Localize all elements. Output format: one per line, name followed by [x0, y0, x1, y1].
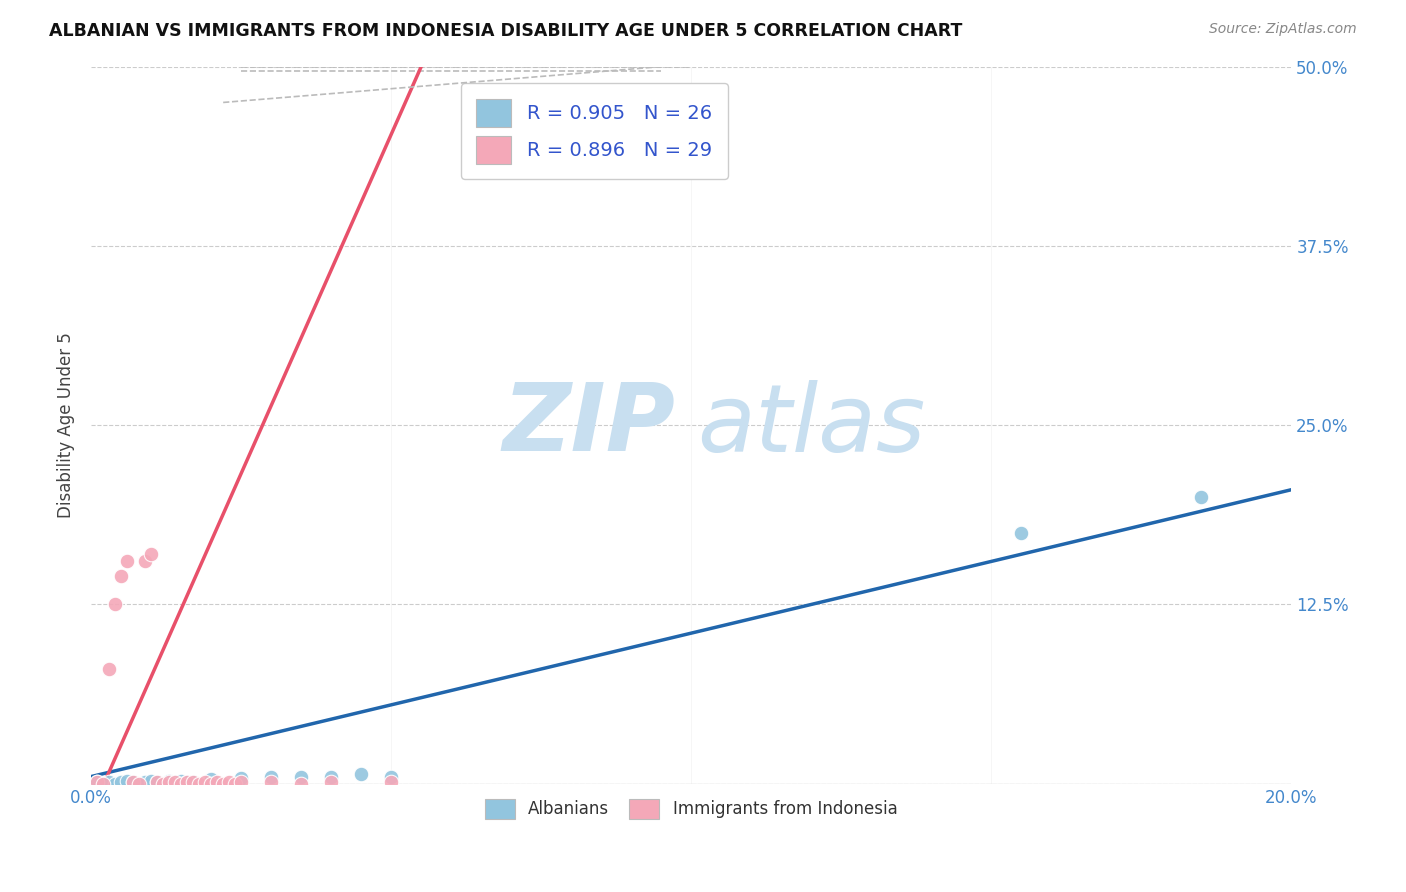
- Point: [104, 777, 127, 791]
- Point: [146, 775, 169, 789]
- Point: [122, 775, 145, 789]
- Point: [380, 775, 402, 789]
- Point: [321, 775, 343, 789]
- Point: [200, 772, 222, 787]
- Point: [1189, 490, 1212, 504]
- Point: [91, 777, 114, 791]
- Point: [170, 777, 193, 791]
- Point: [128, 777, 150, 791]
- Point: [176, 775, 198, 789]
- Point: [231, 775, 253, 789]
- Point: [212, 777, 235, 791]
- Point: [170, 773, 193, 788]
- Point: [134, 554, 156, 568]
- Point: [181, 775, 204, 789]
- Point: [260, 775, 283, 789]
- Text: atlas: atlas: [697, 380, 925, 471]
- Point: [321, 770, 343, 784]
- Point: [141, 547, 163, 561]
- Point: [128, 777, 150, 791]
- Point: [290, 770, 312, 784]
- Point: [152, 777, 174, 791]
- Point: [141, 773, 163, 788]
- Point: [290, 777, 312, 791]
- Point: [224, 777, 246, 791]
- Point: [1010, 525, 1032, 540]
- Point: [194, 775, 217, 789]
- Point: [104, 598, 127, 612]
- Y-axis label: Disability Age Under 5: Disability Age Under 5: [58, 332, 75, 518]
- Point: [86, 775, 108, 789]
- Point: [380, 770, 402, 784]
- Point: [260, 770, 283, 784]
- Text: Source: ZipAtlas.com: Source: ZipAtlas.com: [1209, 22, 1357, 37]
- Point: [231, 771, 253, 785]
- Point: [350, 766, 373, 780]
- Text: ZIP: ZIP: [503, 379, 676, 471]
- Point: [91, 777, 114, 791]
- Point: [98, 775, 121, 789]
- Point: [165, 775, 187, 789]
- Point: [98, 662, 121, 676]
- Point: [146, 775, 169, 789]
- Point: [218, 775, 240, 789]
- Text: ALBANIAN VS IMMIGRANTS FROM INDONESIA DISABILITY AGE UNDER 5 CORRELATION CHART: ALBANIAN VS IMMIGRANTS FROM INDONESIA DI…: [49, 22, 963, 40]
- Point: [205, 775, 228, 789]
- Point: [157, 773, 180, 788]
- Point: [110, 775, 132, 789]
- Legend: Albanians, Immigrants from Indonesia: Albanians, Immigrants from Indonesia: [478, 792, 904, 826]
- Point: [200, 777, 222, 791]
- Point: [115, 773, 138, 788]
- Point: [165, 775, 187, 789]
- Point: [86, 775, 108, 789]
- Point: [188, 777, 211, 791]
- Point: [181, 775, 204, 789]
- Point: [115, 554, 138, 568]
- Point: [176, 775, 198, 789]
- Point: [152, 777, 174, 791]
- Point: [122, 775, 145, 789]
- Point: [134, 775, 156, 789]
- Point: [157, 775, 180, 789]
- Point: [110, 568, 132, 582]
